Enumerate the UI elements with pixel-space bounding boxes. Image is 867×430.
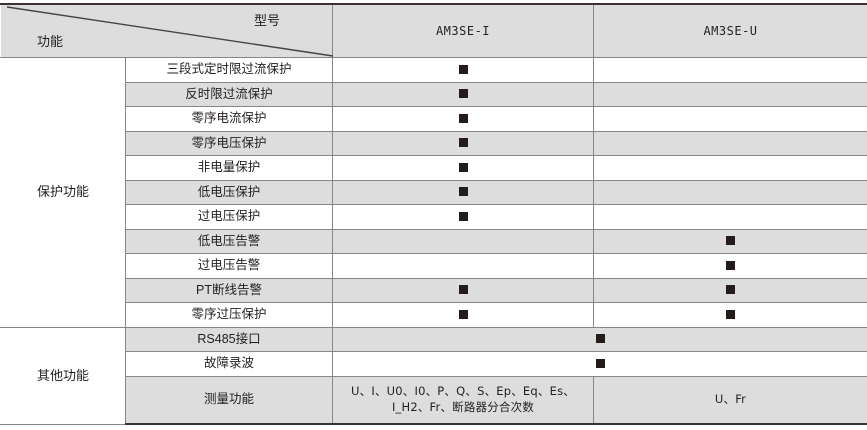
mark-cell-am3se-i [332,106,594,132]
mark-cell-merged [332,326,867,352]
mark-cell-am3se-i [332,253,594,279]
table-row: 测量功能 U、I、U0、I0、P、Q、S、Ep、Eq、Es、 I_H2、Fr、断… [1,375,867,425]
column-header-am3se-i: AM3SE-I [332,3,594,58]
filled-square-icon [458,309,468,319]
filled-square-icon [458,211,468,221]
table-row: 零序电流保护 [1,106,867,132]
mark-cell-am3se-u [593,179,867,205]
table-row: 其他功能 RS485接口 [0,326,867,425]
function-label: 零序电压保护 [125,130,333,156]
table-row: 过电压告警 [1,253,867,279]
header-model-label: 型号 [253,13,280,28]
filled-square-icon [458,89,468,99]
table-row: 零序电压保护 [1,130,867,156]
mark-cell-am3se-u [593,106,867,132]
mark-cell-am3se-i [332,81,594,107]
mark-cell-am3se-u [593,253,867,279]
filled-square-icon [595,358,605,368]
mark-cell-am3se-i [332,302,594,328]
mark-cell-am3se-i [332,155,594,181]
function-label: 低电压告警 [125,228,333,254]
mark-cell-am3se-i [332,277,594,303]
filled-square-icon [726,260,735,270]
function-label: 过电压告警 [125,253,333,279]
function-label: 测量功能 [125,375,333,425]
mark-cell-am3se-u [593,204,867,230]
filled-square-icon [458,187,468,197]
mark-cell-am3se-u [593,155,867,181]
column-header-am3se-u: AM3SE-U [593,3,867,58]
mark-cell-am3se-u [593,277,867,303]
function-label: 低电压保护 [125,179,333,205]
table-row: 低电压保护 [1,179,867,205]
function-label: RS485接口 [125,326,333,352]
table-row: PT断线告警 [1,277,867,303]
function-label: 非电量保护 [125,155,333,181]
filled-square-icon [458,64,468,74]
mark-cell-am3se-i [332,228,594,254]
table-row: 反时限过流保护 [1,81,867,107]
measurement-line-1: U、I、U0、I0、P、Q、S、Ep、Eq、Es、 [351,384,575,399]
filled-square-icon [458,113,468,123]
table-row: 故障录波 [1,351,867,377]
table-row: 过电压保护 [1,204,867,230]
header-function-label: 功能 [37,34,64,50]
mark-cell-am3se-i [332,130,594,156]
mark-cell-am3se-u [593,57,867,83]
mark-cell-am3se-u [593,130,867,156]
filled-square-icon [458,285,468,295]
function-label: 零序电流保护 [125,106,333,132]
header-corner-cell: 型号 功能 [0,3,333,58]
filled-square-icon [726,285,735,295]
mark-cell-am3se-i [332,179,594,205]
filled-square-icon [595,334,605,344]
function-label: 三段式定时限过流保护 [125,57,333,83]
filled-square-icon [726,236,735,246]
function-label: 零序过压保护 [125,302,333,328]
category-label-other: 其他功能 [0,326,126,425]
mark-cell-merged [332,351,867,377]
table-row: 零序过压保护 [1,302,867,328]
mark-cell-am3se-u [593,302,867,328]
category-label-protection: 保护功能 [0,57,126,328]
mark-cell-am3se-i [332,204,594,230]
function-label: 故障录波 [125,351,333,377]
mark-cell-am3se-u [593,81,867,107]
filled-square-icon [458,138,468,148]
table-row: 保护功能 三段式定时限过流保护 [0,57,867,328]
table-row: 非电量保护 [1,155,867,181]
mark-cell-am3se-i [332,57,594,83]
function-label: PT断线告警 [125,277,333,303]
measurement-values-am3se-i: U、I、U0、I0、P、Q、S、Ep、Eq、Es、 I_H2、Fr、断路器分合次… [332,375,594,425]
function-label: 过电压保护 [125,204,333,230]
table-row: 低电压告警 [1,228,867,254]
function-label: 反时限过流保护 [125,81,333,107]
table-header-row: 型号 功能 AM3SE-I AM3SE-U [0,3,867,58]
filled-square-icon [726,309,735,319]
measurement-values-am3se-u: U、Fr [593,375,867,425]
measurement-line-2: I_H2、Fr、断路器分合次数 [391,399,535,414]
product-feature-comparison-table: 型号 功能 AM3SE-I AM3SE-U 保护功能 三段式定时限过流保护 反时… [0,3,867,425]
filled-square-icon [458,162,468,172]
mark-cell-am3se-u [593,228,867,254]
